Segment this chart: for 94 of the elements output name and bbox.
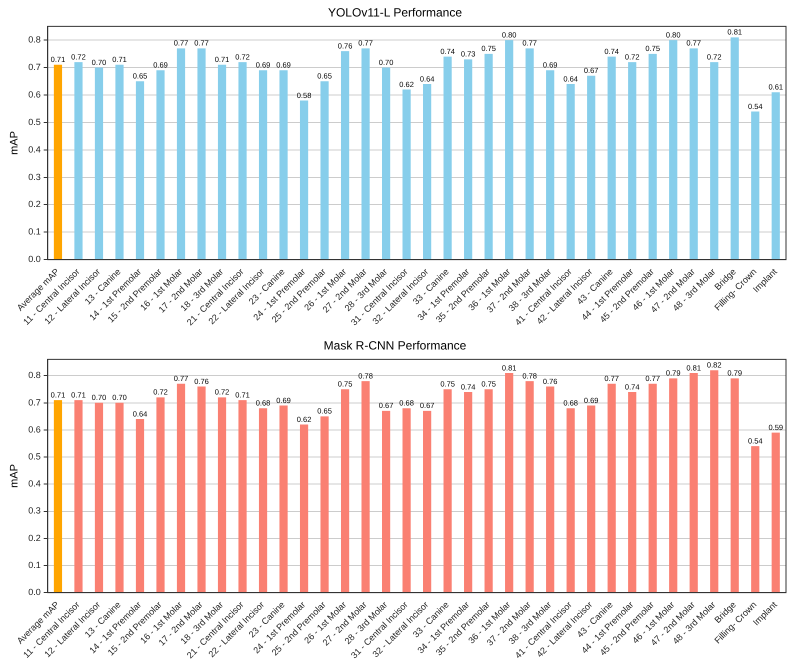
bar bbox=[669, 40, 678, 260]
bar bbox=[484, 54, 493, 260]
bar bbox=[444, 389, 452, 592]
bar bbox=[300, 100, 308, 260]
bar bbox=[690, 372, 698, 592]
bar bbox=[382, 410, 390, 592]
bar bbox=[197, 386, 206, 592]
y-tick-label: 0.1 bbox=[28, 226, 41, 237]
y-tick-label: 0.3 bbox=[28, 172, 41, 182]
y-tick-label: 0.4 bbox=[28, 144, 41, 154]
bar bbox=[176, 384, 186, 592]
bar bbox=[258, 408, 268, 592]
bar bbox=[340, 51, 350, 260]
bar bbox=[300, 424, 308, 592]
bar bbox=[526, 48, 534, 260]
bar bbox=[423, 410, 432, 592]
chart-title: Mask R-CNN Performance bbox=[324, 338, 467, 353]
bar bbox=[136, 419, 144, 592]
bar bbox=[320, 416, 329, 592]
bar bbox=[505, 372, 514, 592]
y-tick-label: 0.3 bbox=[28, 506, 41, 516]
bar bbox=[402, 90, 411, 260]
bar bbox=[751, 111, 760, 260]
bar bbox=[648, 384, 657, 592]
bar bbox=[136, 81, 144, 260]
chart-title: YOLOv11-L Performance bbox=[328, 6, 462, 20]
bar bbox=[54, 400, 62, 592]
bar bbox=[772, 432, 780, 592]
bar bbox=[423, 84, 432, 260]
bar bbox=[74, 62, 83, 260]
bar bbox=[402, 408, 411, 592]
bar bbox=[238, 400, 247, 592]
bar bbox=[156, 397, 165, 592]
bar bbox=[484, 389, 493, 592]
bar bbox=[94, 68, 104, 260]
bar bbox=[382, 68, 390, 260]
bar bbox=[279, 70, 288, 260]
bar bbox=[54, 64, 62, 260]
bar bbox=[628, 392, 636, 592]
bar bbox=[587, 76, 596, 260]
bar bbox=[218, 64, 226, 260]
bar bbox=[690, 48, 698, 260]
bar bbox=[608, 56, 616, 260]
bar bbox=[648, 54, 657, 260]
bar bbox=[197, 48, 206, 260]
y-tick-label: 0.2 bbox=[28, 199, 41, 210]
y-tick-label: 0.0 bbox=[28, 587, 41, 598]
bar bbox=[74, 400, 83, 592]
bar bbox=[608, 384, 616, 592]
bar bbox=[710, 370, 718, 592]
bar bbox=[176, 48, 186, 260]
bar bbox=[464, 392, 472, 592]
bar bbox=[361, 381, 370, 592]
y-tick-label: 0.8 bbox=[28, 370, 41, 380]
bar bbox=[730, 378, 739, 592]
bar bbox=[94, 402, 104, 592]
bar bbox=[772, 92, 780, 260]
y-tick-label: 0.2 bbox=[28, 532, 41, 543]
bar bbox=[710, 62, 718, 260]
y-axis-title: mAP bbox=[8, 464, 21, 488]
bar bbox=[258, 70, 268, 260]
bar bbox=[444, 56, 452, 260]
bar bbox=[730, 37, 739, 260]
bar bbox=[546, 70, 554, 260]
y-tick-label: 0.7 bbox=[28, 62, 41, 72]
bar bbox=[115, 64, 124, 260]
bar bbox=[669, 378, 678, 592]
y-tick-label: 0.8 bbox=[28, 34, 41, 45]
bar bbox=[628, 62, 636, 260]
y-tick-label: 0.1 bbox=[28, 560, 41, 570]
bar bbox=[505, 40, 514, 260]
y-axis-title: mAP bbox=[8, 131, 21, 155]
bar bbox=[546, 386, 554, 592]
bar bbox=[115, 402, 124, 592]
bar bbox=[751, 446, 760, 592]
bar bbox=[218, 397, 226, 592]
y-tick-label: 0.4 bbox=[28, 478, 41, 489]
y-tick-label: 0.6 bbox=[28, 89, 41, 100]
bar bbox=[238, 62, 247, 260]
bar bbox=[566, 84, 575, 260]
y-tick-label: 0.5 bbox=[28, 452, 41, 462]
bar bbox=[587, 406, 596, 592]
bar bbox=[320, 81, 329, 260]
y-tick-label: 0.5 bbox=[28, 116, 41, 127]
bar bbox=[340, 389, 350, 592]
bar bbox=[156, 70, 165, 260]
y-tick-label: 0.0 bbox=[28, 254, 41, 264]
bar bbox=[566, 408, 575, 592]
bar bbox=[526, 381, 534, 592]
y-tick-label: 0.7 bbox=[28, 397, 41, 408]
bar bbox=[361, 48, 370, 260]
bar bbox=[464, 59, 472, 260]
bar bbox=[279, 406, 288, 592]
y-tick-label: 0.6 bbox=[28, 424, 41, 434]
